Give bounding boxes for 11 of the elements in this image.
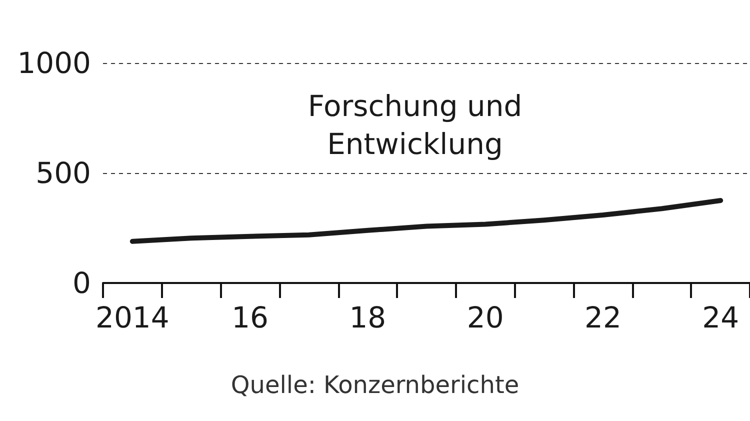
y-tick-label: 500 — [36, 156, 91, 190]
x-tick-label: 24 — [702, 300, 740, 334]
x-tick-label: 18 — [349, 300, 386, 334]
x-tick-label: 16 — [232, 300, 268, 334]
x-tick-label: 2014 — [96, 300, 170, 334]
source-note: Quelle: Konzernberichte — [230, 371, 520, 399]
text: Forschung und Entwicklung — [308, 89, 522, 161]
y-tick-label: 0 — [72, 266, 91, 300]
y-tick-label: 1000 — [17, 46, 91, 80]
x-tick-label: 22 — [584, 300, 622, 334]
x-tick-label: 20 — [466, 300, 504, 334]
